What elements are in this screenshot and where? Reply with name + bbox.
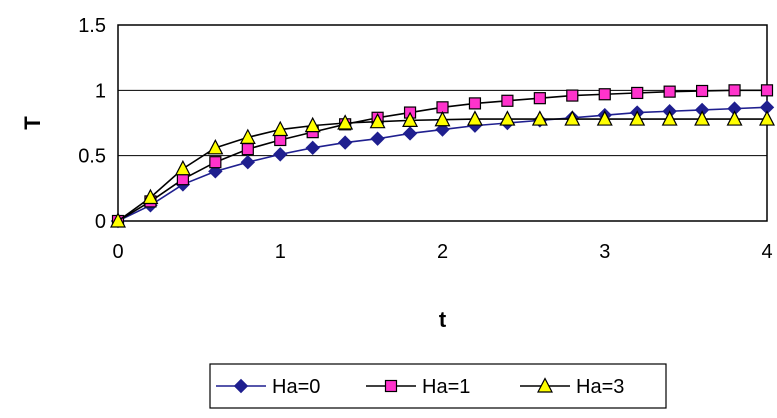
data-point xyxy=(468,97,482,110)
data-point xyxy=(694,110,711,126)
data-point xyxy=(274,133,287,147)
legend-label: Ha=1 xyxy=(422,376,470,398)
data-point xyxy=(501,94,514,107)
data-point xyxy=(726,110,743,126)
legend-marker xyxy=(384,379,398,393)
data-point xyxy=(566,89,579,102)
data-point xyxy=(209,156,222,169)
legend-marker xyxy=(233,378,249,394)
data-point xyxy=(435,122,450,137)
tick-labels: 0 0.5 1 1.5 0 1 2 3 4 xyxy=(78,15,772,263)
data-point xyxy=(241,143,254,156)
data-point xyxy=(337,135,353,150)
legend-entry: Ha=1 xyxy=(366,376,470,398)
series-group xyxy=(110,84,775,229)
x-tick-label: 4 xyxy=(761,241,772,263)
data-point xyxy=(466,110,483,126)
data-point xyxy=(337,114,354,130)
legend: Ha=0 Ha=1 Ha=3 xyxy=(209,363,667,409)
data-point xyxy=(531,110,548,126)
data-point xyxy=(142,188,159,205)
data-point xyxy=(304,116,321,133)
data-point xyxy=(596,110,613,126)
data-point xyxy=(402,126,418,141)
legend-label: Ha=0 xyxy=(272,376,320,398)
legend-entry: Ha=3 xyxy=(520,376,624,398)
data-point xyxy=(369,112,386,129)
data-point xyxy=(370,131,385,146)
grid-lines xyxy=(118,89,767,157)
data-point xyxy=(110,212,126,228)
data-point xyxy=(631,86,644,100)
data-point xyxy=(273,147,288,162)
x-tick-label: 0 xyxy=(112,241,123,263)
data-point xyxy=(174,159,191,176)
data-point xyxy=(564,110,581,126)
y-tick-label: 0 xyxy=(95,211,106,233)
data-point xyxy=(207,139,224,155)
y-tick-label: 0.5 xyxy=(78,146,106,168)
y-axis-title: T xyxy=(20,116,45,130)
data-point xyxy=(499,110,516,126)
legend-label: Ha=3 xyxy=(576,376,624,398)
data-point xyxy=(661,110,678,126)
data-point xyxy=(760,84,774,97)
x-axis-title: t xyxy=(439,307,447,332)
data-point xyxy=(239,128,256,144)
data-point xyxy=(695,84,709,98)
legend-marker xyxy=(537,377,553,393)
data-point xyxy=(533,92,546,105)
data-point xyxy=(629,110,646,126)
x-tick-label: 1 xyxy=(275,241,286,263)
y-tick-label: 1.5 xyxy=(78,15,106,37)
data-point xyxy=(728,84,741,97)
data-point xyxy=(240,154,256,170)
data-point xyxy=(402,111,419,127)
legend-box xyxy=(209,363,667,409)
legend-entry: Ha=0 xyxy=(216,376,320,398)
data-point xyxy=(305,140,320,156)
data-point xyxy=(598,88,611,101)
y-tick-label: 1 xyxy=(95,80,106,102)
data-point xyxy=(434,110,451,127)
x-tick-label: 2 xyxy=(437,241,448,263)
data-point xyxy=(176,173,189,186)
x-tick-label: 3 xyxy=(599,241,610,263)
data-point xyxy=(759,110,775,126)
data-point xyxy=(663,85,676,98)
data-point xyxy=(272,120,289,137)
series-Ha=3 xyxy=(110,110,775,228)
